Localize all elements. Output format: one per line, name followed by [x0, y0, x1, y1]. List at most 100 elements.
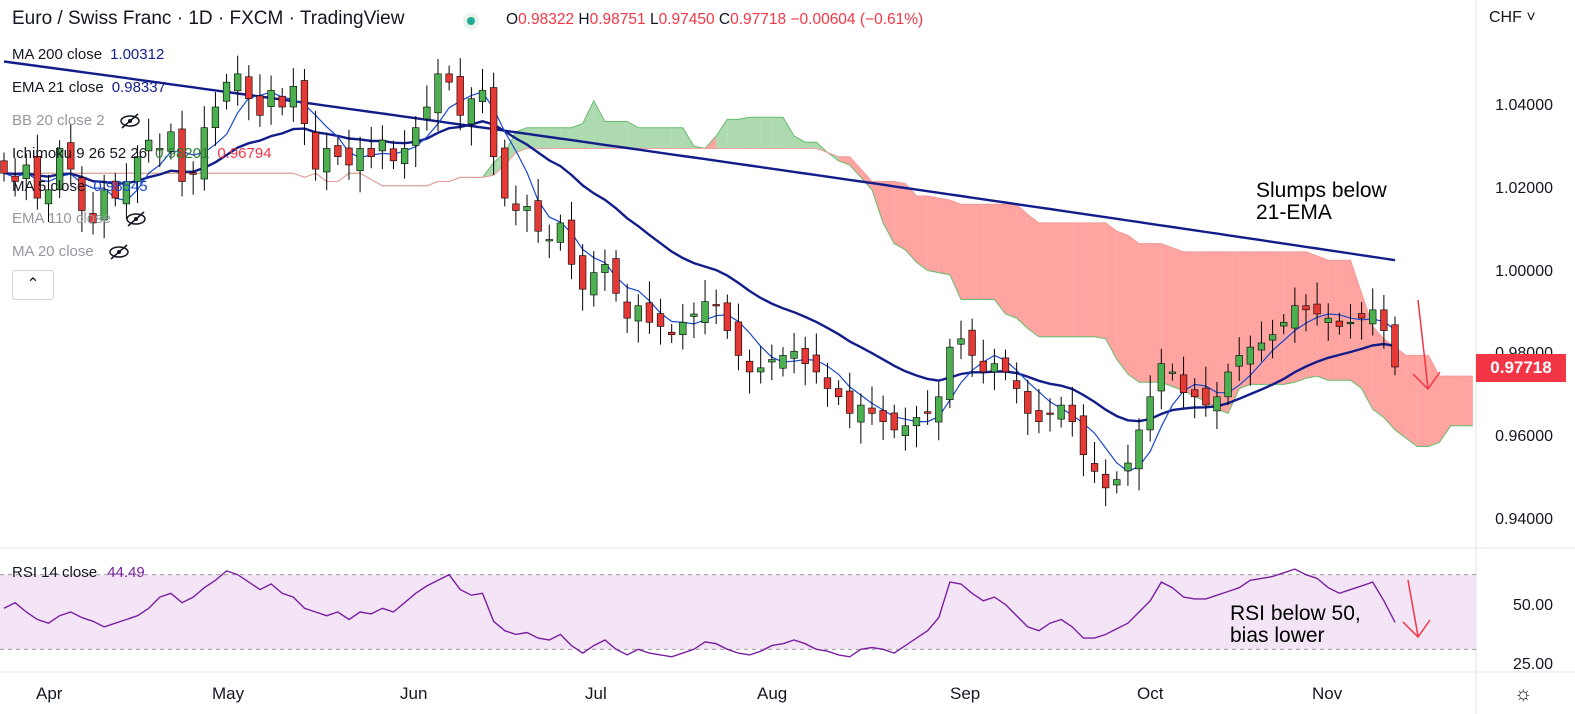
cloud-segment — [1050, 222, 1062, 337]
cloud-segment — [749, 117, 761, 149]
indicator-bb20[interactable]: BB 20 close 2 — [12, 112, 141, 129]
candle — [1024, 379, 1032, 435]
candle — [400, 130, 409, 179]
candle-body — [1335, 320, 1343, 327]
candle — [44, 174, 53, 223]
candle-body — [200, 127, 208, 180]
candle-body — [334, 145, 342, 157]
candle-body — [145, 139, 153, 152]
candle-body — [790, 350, 798, 359]
indicator-ma20[interactable]: MA 20 close — [12, 243, 130, 260]
candle — [1246, 335, 1254, 386]
indicator-ema110[interactable]: EMA 110 close — [12, 210, 147, 227]
cloud-segment — [538, 127, 550, 149]
cloud-segment — [1083, 222, 1095, 337]
cloud-segment — [949, 200, 962, 300]
candle-body — [812, 354, 820, 373]
eye-hidden-icon[interactable] — [108, 244, 130, 260]
candle-body — [857, 404, 865, 423]
candle-body — [167, 131, 175, 152]
cloud-segment — [1428, 355, 1440, 447]
candle — [56, 140, 64, 199]
indicator-ema21[interactable]: EMA 21 close 0.98337 — [12, 79, 166, 96]
cloud-segment — [983, 204, 995, 300]
candle-body — [478, 90, 487, 102]
candle — [1313, 282, 1321, 326]
candle-body — [990, 363, 999, 373]
candle — [178, 110, 186, 197]
settings-sun-icon[interactable]: ☼ — [1514, 683, 1533, 705]
candle-body — [278, 95, 286, 108]
candle-body — [44, 189, 53, 205]
cloud-segment — [961, 204, 973, 300]
candle-body — [701, 301, 709, 323]
candle — [1202, 366, 1210, 417]
candle — [489, 72, 498, 175]
rsi-legend[interactable]: RSI 14 close 44.49 — [12, 564, 145, 581]
candle-body — [56, 148, 64, 191]
candle — [1280, 314, 1288, 335]
cloud-segment — [1417, 355, 1429, 447]
candle-body — [1224, 371, 1232, 398]
candle-body — [1302, 305, 1310, 311]
ichimoku-cloud — [4, 99, 1473, 447]
cloud-segment — [560, 127, 572, 149]
indicator-ichimoku[interactable]: Ichimoku 9 26 52 26 0.98201 0.96794 — [12, 145, 272, 162]
candle — [1013, 362, 1021, 404]
y-tick-label: 1.00000 — [1495, 263, 1553, 280]
candle — [912, 405, 921, 448]
candle — [935, 381, 943, 441]
cloud-segment — [593, 100, 605, 149]
eye-hidden-icon[interactable] — [125, 211, 147, 227]
candle-body — [234, 73, 242, 92]
candle — [467, 87, 476, 146]
cloud-segment — [1205, 251, 1217, 410]
candle — [590, 251, 598, 307]
eye-hidden-icon[interactable] — [119, 113, 141, 129]
candle — [122, 163, 131, 219]
candle-body — [467, 98, 476, 125]
x-tick-label: Jul — [585, 684, 607, 703]
cloud-segment — [1027, 214, 1039, 337]
indicator-ma200[interactable]: MA 200 close 1.00312 — [12, 46, 165, 63]
market-status-icon — [463, 13, 479, 29]
candle — [1102, 459, 1110, 507]
cloud-segment — [994, 204, 1006, 314]
candle-body — [456, 76, 464, 116]
candle — [167, 123, 175, 160]
candle — [1146, 375, 1154, 442]
x-tick-label: Aug — [757, 684, 788, 703]
collapse-legend-button[interactable]: ⌃ — [12, 270, 54, 300]
cloud-segment — [627, 121, 639, 149]
candle-body — [523, 206, 531, 211]
cloud-segment — [1150, 243, 1162, 383]
candle-body — [11, 175, 19, 182]
candle — [868, 386, 876, 425]
candle-body — [367, 148, 375, 157]
cloud-segment — [1350, 260, 1362, 389]
candle — [89, 191, 97, 235]
candle — [734, 303, 743, 371]
last-price-tag: 0.97718 — [1476, 354, 1566, 382]
currency-selector[interactable]: CHF ˅ — [1489, 9, 1536, 26]
candle — [445, 65, 453, 91]
candle-body — [1079, 415, 1088, 456]
candle — [1291, 287, 1299, 343]
candle-body — [957, 338, 965, 345]
candle — [690, 302, 698, 339]
candle-body — [1369, 309, 1377, 325]
candle — [979, 339, 987, 384]
candle-body — [823, 377, 832, 389]
price-down-arrow — [1417, 299, 1429, 389]
rsi-down-arrow — [1407, 579, 1419, 637]
indicator-ma5[interactable]: MA 5 close 0.98545 — [12, 178, 148, 195]
candle — [1268, 319, 1277, 359]
candle-body — [67, 142, 75, 170]
cloud-segment — [1161, 243, 1173, 387]
candle-body — [612, 258, 620, 294]
cloud-segment — [1328, 260, 1340, 381]
candle-body — [156, 148, 164, 151]
cloud-segment — [1127, 235, 1140, 383]
candle — [334, 137, 342, 165]
